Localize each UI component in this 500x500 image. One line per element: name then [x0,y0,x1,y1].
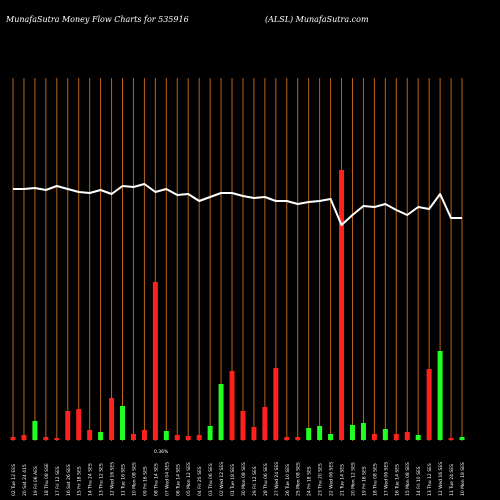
grid-layer [12,78,463,441]
x-tick-label: 17 Fri 12 SES [55,466,61,496]
money-flow-bar [174,435,180,440]
money-flow-bar [21,435,27,440]
money-flow-bar [251,427,257,440]
money-flow-bar [393,434,399,440]
money-flow-bar [32,421,38,440]
x-tick-label: 27 Wed 24 SES [274,462,280,496]
money-flow-line [13,183,462,226]
x-tick-label: 30 Mon 08 SES [241,462,247,496]
x-tick-label: 14 Thu 24 SES [88,463,94,496]
x-tick-label: 10 Mon 08 SES [131,462,137,496]
x-tick-label: 28 Thu 06 SES [263,463,269,496]
money-flow-bar [54,438,60,440]
x-tick-label: 21 Tue 14 SES [340,464,346,496]
x-tick-label: 02 Wed 12 SES [219,462,225,496]
x-tick-label: 20 Mon 12 SES [350,462,356,496]
money-flow-bar [404,432,410,440]
money-flow-bar [196,435,202,440]
x-tick-label: 03 Thu 06 SES [208,463,214,496]
money-flow-bar [295,437,301,440]
chart-title-right: (ALSL) MunafaSutra.com [265,15,369,24]
x-tick-label: 12 Wed 16 SES [110,462,116,496]
money-flow-bar [43,437,49,440]
money-flow-bar [240,411,246,440]
money-flow-bar [459,437,465,440]
x-tick-label: 07 Wed 04 SES [164,462,170,496]
x-tick-label: 12 Wed 16 SES [438,462,444,496]
x-tick-label: 29 Fri 12 SES [252,466,258,496]
x-tick-label: 15 Mon 08 SES [405,462,411,496]
x-tick-label: 01 Tue 18 SES [230,464,236,496]
money-flow-bar [87,430,93,440]
money-flow-bar [448,438,454,440]
x-tick-label: 02 Tue 12 EES [11,464,17,496]
money-flow-bar [306,428,312,440]
x-tick-label: 14 Fri 10 SES [416,466,422,496]
x-tick-label: 11 Tue 16 SES [121,464,127,496]
money-flow-bar [185,436,191,440]
money-flow-bar [371,434,377,440]
money-flow-bar [120,406,126,440]
x-tick-label: 17 Wed 06 SES [383,462,389,496]
x-tick-label: 24 Fri 18 SES [307,466,313,496]
chart-title-left: MunafaSutra Money Flow Charts for 535916 [6,15,189,24]
money-flow-bar [349,425,355,440]
x-tick-label: 26 Tue 10 SES [285,464,291,496]
money-flow-bar [98,432,104,440]
x-tick-label: 05 Mon 12 SES [186,462,192,496]
x-tick-label: 19 Fri 06 AES [33,466,39,496]
money-flow-bar [339,170,345,440]
x-tick-label: 13 Thu 12 SES [427,463,433,496]
money-flow-bar [317,426,323,440]
x-tick-label: 19 Fri 16 SES [361,466,367,496]
money-flow-bar [415,435,421,440]
money-flow-bar [10,437,16,440]
x-tick-label: 13 Thu 12 SES [99,463,105,496]
money-flow-bar [262,407,268,440]
money-flow-bar [382,429,388,440]
money-flow-bar [328,434,334,440]
x-tick-label: 08 Thu 14 SES [153,463,159,496]
x-tick-label: 16 Tue 14 SES [394,464,400,496]
x-tick-label: 16 Sat 26 SES [66,464,72,496]
bar-layer [10,170,465,440]
x-tick-label: 11 Tue 24 SES [449,464,455,496]
money-flow-bar [437,351,443,440]
x-tick-label: 25 Mon 08 SES [296,462,302,496]
money-flow-bar [76,409,82,440]
money-flow-bar [152,282,158,440]
side-label: 0.36% [154,449,169,455]
x-tick-label: 18 Thu 08 SES [372,463,378,496]
x-tick-label: 15 Fri 18 SES [77,466,83,496]
x-tick-label: 23 Thu 20 SES [318,463,324,496]
money-flow-bar [141,430,147,440]
x-tick-label: 09 Fri 16 SES [142,466,148,496]
x-tick-label: 18 Thu 08 SSE [44,463,50,496]
x-tick-label: 06 Tue 14 SES [175,464,181,496]
x-tick-label: 20 Sat 24 415 [22,464,28,496]
money-flow-bar [207,426,213,440]
x-tick-label: 04 Fri 20 SES [197,466,203,496]
x-tick-label: 22 Wed 06 SES [329,462,335,496]
money-flow-bar [426,369,432,440]
line-layer [13,183,462,226]
label-layer: 02 Tue 12 EES 20 Sat 24 415 19 Fri 06 AES 1… [11,449,466,496]
money-flow-bar [65,411,71,440]
money-flow-bar [360,423,366,440]
money-flow-bar [130,434,136,440]
money-flow-bar [163,431,169,440]
money-flow-bar [218,384,224,440]
money-flow-bar [229,371,235,440]
money-flow-bar [109,398,115,440]
x-tick-label: 10 Mon 18 SES [460,462,466,496]
money-flow-bar [284,437,290,440]
money-flow-bar [273,368,279,440]
